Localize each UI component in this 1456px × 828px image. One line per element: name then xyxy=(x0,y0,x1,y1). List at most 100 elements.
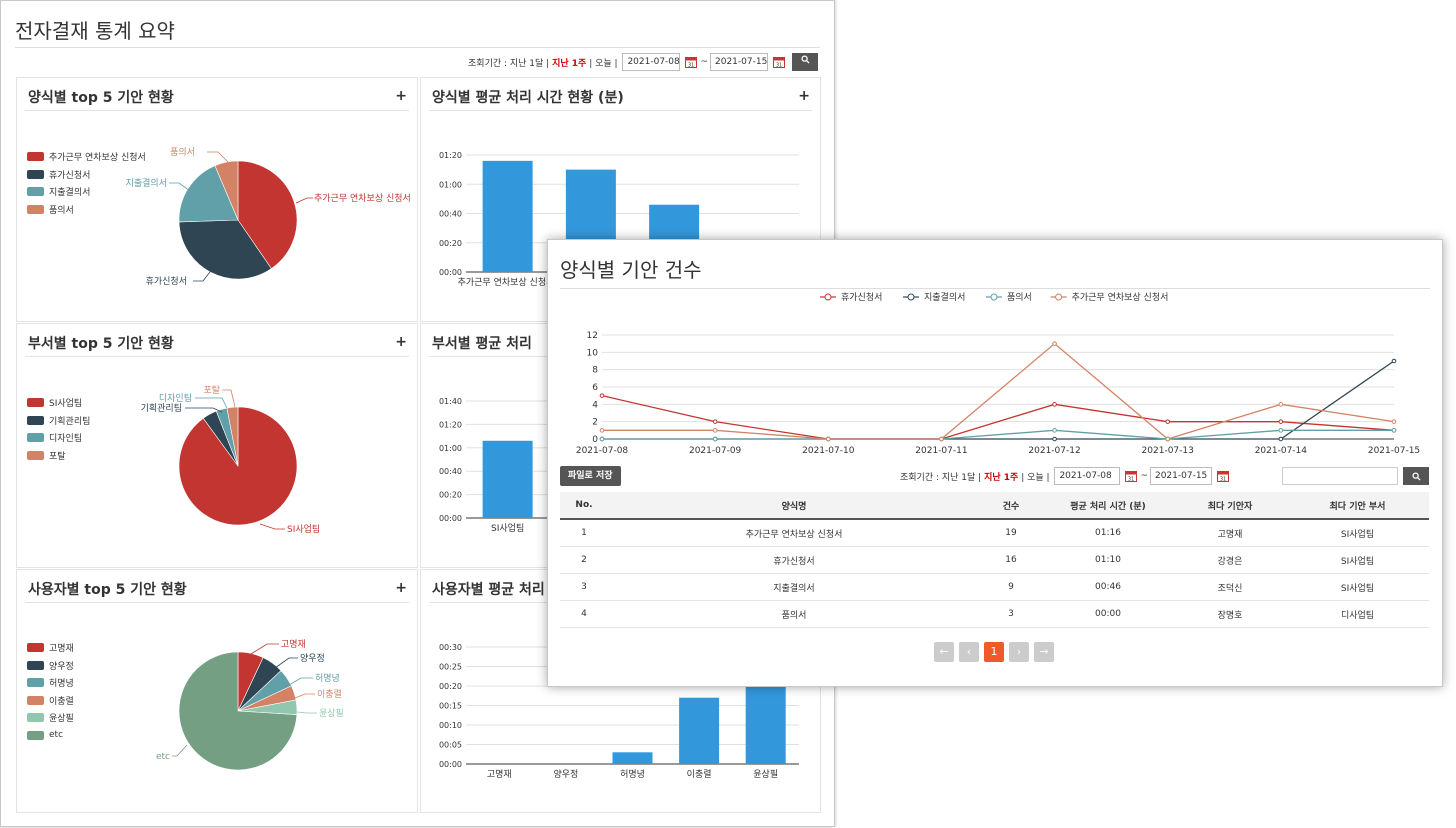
panel-title: 양식별 평균 처리 시간 현황 (분) xyxy=(432,90,624,106)
series-line[interactable] xyxy=(602,360,1395,440)
legend-item[interactable]: etc xyxy=(27,727,74,745)
period-today-link[interactable]: | 오늘 | xyxy=(589,58,618,69)
y-tick-label: 12 xyxy=(587,331,598,341)
pie-slice[interactable] xyxy=(214,160,239,221)
pie-slice[interactable] xyxy=(178,651,298,771)
bar[interactable] xyxy=(482,160,533,272)
pie-slice[interactable] xyxy=(178,165,239,223)
table-row[interactable]: 4 품의서 3 00:00 장명호 디사업팀 xyxy=(560,600,1429,628)
column-header[interactable]: 최다 기안 부서 xyxy=(1286,492,1429,520)
search-input[interactable] xyxy=(1282,467,1398,485)
table-row[interactable]: 1 추가근무 연차보상 신청서 19 01:16 고명재 SI사업팀 xyxy=(560,519,1429,547)
bar[interactable] xyxy=(745,686,786,764)
calendar-icon[interactable]: 31 xyxy=(685,56,698,68)
table-row[interactable]: 2 휴가신청서 16 01:10 강경은 SI사업팀 xyxy=(560,546,1429,574)
legend-item[interactable]: 포탈 xyxy=(27,447,90,465)
expand-button[interactable]: + xyxy=(798,88,810,104)
legend-item[interactable]: 휴가신청서 xyxy=(27,166,146,184)
data-point[interactable] xyxy=(599,436,605,442)
x-tick-label: 2021-07-09 xyxy=(689,446,742,456)
expand-button[interactable]: + xyxy=(395,580,407,596)
series-line[interactable] xyxy=(602,429,1394,440)
legend-item[interactable]: 디자인팀 xyxy=(27,429,90,447)
table-row[interactable]: 3 지출결의서 9 00:46 조덕신 SI사업팀 xyxy=(560,573,1429,601)
data-point[interactable] xyxy=(1052,402,1057,407)
column-header[interactable]: No. xyxy=(560,492,608,520)
column-header[interactable]: 건수 xyxy=(980,492,1042,520)
calendar-icon[interactable]: 31 xyxy=(1216,470,1229,482)
column-header[interactable]: 평균 처리 시간 (분) xyxy=(1042,492,1174,520)
data-point[interactable] xyxy=(1391,358,1397,364)
pie-slice[interactable] xyxy=(226,406,239,467)
data-point[interactable] xyxy=(1391,428,1397,433)
period-today-link[interactable]: | 오늘 | xyxy=(1021,472,1050,483)
legend-marker[interactable] xyxy=(907,293,915,301)
pagination-next-button[interactable]: › xyxy=(1009,642,1029,662)
legend-item[interactable]: 추가근무 연차보상 신청서 xyxy=(27,148,146,166)
data-point[interactable] xyxy=(1278,419,1284,424)
x-tick-label: 2021-07-12 xyxy=(1028,446,1080,456)
legend-item[interactable]: 고명재 xyxy=(27,639,74,657)
series-line[interactable] xyxy=(602,342,1395,440)
data-point[interactable] xyxy=(712,428,718,433)
bar[interactable] xyxy=(482,440,533,518)
legend-marker[interactable] xyxy=(1055,293,1063,301)
data-point[interactable] xyxy=(1278,436,1284,442)
legend-label[interactable]: 품의서 xyxy=(1007,292,1032,303)
bar[interactable] xyxy=(679,697,720,764)
legend-item[interactable]: 윤상필 xyxy=(27,709,74,727)
data-point[interactable] xyxy=(1391,419,1397,424)
data-point[interactable] xyxy=(1052,341,1057,346)
pagination-first-button[interactable]: ← xyxy=(934,642,954,662)
legend-marker[interactable] xyxy=(990,293,998,301)
legend-item[interactable]: 양우정 xyxy=(27,657,74,675)
column-header[interactable]: 최다 기안자 xyxy=(1174,492,1286,520)
data-point[interactable] xyxy=(599,428,605,433)
expand-button[interactable]: + xyxy=(395,88,407,104)
end-date-input[interactable]: 2021-07-15 xyxy=(1149,467,1212,485)
pagination-last-button[interactable]: → xyxy=(1034,642,1054,662)
bar[interactable] xyxy=(612,752,653,764)
legend-item[interactable]: SI사업팀 xyxy=(27,394,90,412)
save-file-button[interactable]: 파일로 저장 xyxy=(560,466,621,486)
search-button[interactable] xyxy=(792,53,818,71)
data-point[interactable] xyxy=(1165,419,1171,424)
legend-item[interactable]: 기획관리팀 xyxy=(27,412,90,430)
legend-item[interactable]: 지출결의서 xyxy=(27,183,146,201)
legend-marker[interactable] xyxy=(824,293,832,301)
start-date-input[interactable]: 2021-07-08 xyxy=(1054,467,1121,485)
slice-label: 휴가신청서 xyxy=(146,276,187,287)
pie-slice[interactable] xyxy=(178,219,272,280)
data-point[interactable] xyxy=(1278,402,1284,407)
data-point[interactable] xyxy=(1052,428,1057,433)
data-point[interactable] xyxy=(1278,428,1284,433)
search-button[interactable] xyxy=(1403,467,1429,485)
calendar-icon[interactable]: 31 xyxy=(773,56,785,68)
pie-slice[interactable] xyxy=(178,406,298,526)
calendar-icon[interactable]: 31 xyxy=(1125,470,1138,482)
pagination-prev-button[interactable]: ‹ xyxy=(959,642,979,662)
period-week-link[interactable]: 지난 1주 xyxy=(552,58,587,69)
data-point[interactable] xyxy=(939,436,944,442)
data-point[interactable] xyxy=(1052,436,1057,442)
pagination-page-1[interactable]: 1 xyxy=(984,642,1004,662)
data-point[interactable] xyxy=(825,436,831,442)
pie-slice[interactable] xyxy=(237,160,298,270)
column-header[interactable]: 양식명 xyxy=(608,492,980,520)
series-line[interactable] xyxy=(601,395,1395,440)
data-point[interactable] xyxy=(599,393,605,398)
legend-item[interactable]: 품의서 xyxy=(27,201,146,219)
expand-button[interactable]: + xyxy=(395,334,407,350)
legend-label[interactable]: 휴가신청서 xyxy=(841,292,882,303)
data-point[interactable] xyxy=(1165,436,1171,442)
legend-item[interactable]: 이충렬 xyxy=(27,692,74,710)
legend-label[interactable]: 추가근무 연차보상 신청서 xyxy=(1072,291,1169,303)
start-date-input[interactable]: 2021-07-08 xyxy=(622,53,681,71)
end-date-input[interactable]: 2021-07-15 xyxy=(710,53,768,71)
panel-divider xyxy=(25,110,409,111)
period-week-link[interactable]: 지난 1주 xyxy=(984,472,1019,483)
data-point[interactable] xyxy=(712,436,718,442)
data-point[interactable] xyxy=(712,419,718,424)
legend-label[interactable]: 지출결의서 xyxy=(924,292,965,303)
legend-item[interactable]: 허명녕 xyxy=(27,674,74,692)
